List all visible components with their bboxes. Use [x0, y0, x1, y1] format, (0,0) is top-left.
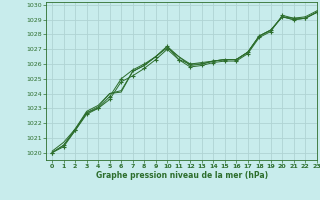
X-axis label: Graphe pression niveau de la mer (hPa): Graphe pression niveau de la mer (hPa) [96, 171, 268, 180]
